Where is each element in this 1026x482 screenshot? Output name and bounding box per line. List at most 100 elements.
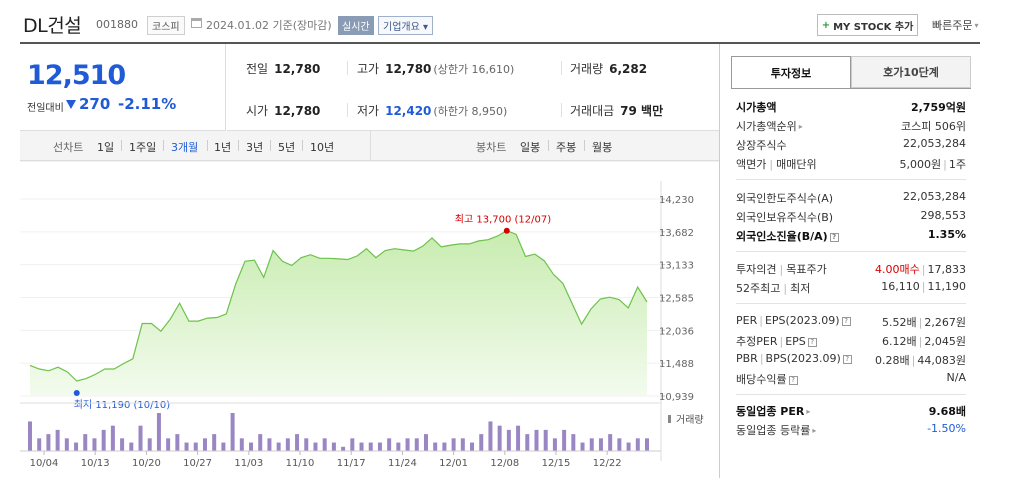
volume-bar: [479, 434, 484, 451]
info-label: 외국인한도주식수(A): [736, 192, 834, 205]
divider: [561, 61, 562, 75]
x-tick-label: 10/27: [183, 458, 212, 469]
info-label: PBR | BPS(2023.09)?: [736, 352, 852, 365]
chart-tabs: 선차트 1일 1주일 3개월 1년 3년 5년 10년 봉차트 일봉 주봉 월봉: [20, 131, 719, 161]
divider: [238, 140, 239, 151]
stat-label: 거래량: [570, 62, 604, 76]
help-icon[interactable]: ?: [829, 233, 839, 242]
stat-volume: 거래량 6,282: [570, 60, 647, 77]
divider: [302, 140, 303, 151]
volume-bar: [101, 429, 106, 451]
info-row-per: PER | EPS(2023.09)? 5.52배 | 2,267원: [736, 314, 966, 332]
quick-order-link[interactable]: 빠른주문 ▾: [932, 17, 979, 33]
volume-bar: [37, 438, 42, 451]
company-name: DL건설: [23, 15, 82, 37]
divider: [347, 61, 348, 75]
volume-bar: [28, 421, 32, 451]
price-chart[interactable]: 14,230 13,682 13,133 12,585 12,036 11,488 10,9…: [20, 160, 719, 478]
company-info-label: 기업개요: [383, 22, 420, 33]
info-label: 외국인소진율(B/A)?: [736, 228, 839, 244]
volume-bar: [414, 438, 419, 451]
volume-bar: [626, 442, 631, 451]
down-triangle-icon: [66, 100, 76, 109]
tab-period-1w[interactable]: 1주일: [129, 141, 157, 154]
volume-bar: [442, 442, 447, 451]
volume-bar: [258, 434, 263, 451]
help-icon[interactable]: ?: [788, 376, 798, 385]
stat-low: 저가 12,420 (하한가 8,950): [357, 102, 507, 119]
price-summary: 12,510 전일대비 270 -2.11%: [20, 44, 226, 131]
info-row-pbr: PBR | BPS(2023.09)? 0.28배 | 44,083원: [736, 352, 966, 370]
volume-bar: [645, 438, 649, 451]
x-tick-label: 10/13: [81, 458, 110, 469]
tab-period-5y[interactable]: 5년: [278, 141, 296, 154]
y-tick-label: 10,939: [659, 392, 694, 403]
divider: [736, 303, 966, 304]
volume-bar: [221, 442, 226, 451]
volume-bar: [598, 438, 603, 451]
volume-bar: [295, 434, 300, 451]
divider: [370, 131, 371, 161]
x-tick-label: 11/24: [388, 458, 417, 469]
info-value: 5,000원 | 1주: [899, 158, 966, 171]
info-row-opinion: 투자의견 | 목표주가 4.00매수 | 17,833: [736, 261, 966, 279]
stat-high: 고가 12,780 (상한가 16,610): [357, 60, 514, 77]
mystock-label: MY STOCK 추가: [833, 21, 914, 33]
volume-bar: [608, 434, 613, 451]
info-label: 시가총액: [736, 101, 777, 114]
tab-invest-info[interactable]: 투자정보: [731, 56, 851, 88]
volume-bar: [635, 438, 640, 451]
volume-legend-swatch: [668, 415, 671, 423]
tab-candle-month[interactable]: 월봉: [592, 141, 613, 154]
x-tick-label: 11/17: [337, 458, 366, 469]
tab-period-3y[interactable]: 3년: [246, 141, 264, 154]
add-mystock-button[interactable]: + MY STOCK 추가: [817, 14, 918, 36]
volume-bar: [129, 442, 134, 451]
divider: [163, 140, 164, 151]
stock-header: DL건설 001880 코스피 2024.01.02 기준(장마감) 실시간 기…: [0, 0, 1026, 44]
volume-bar: [460, 438, 465, 451]
quick-order-label: 빠른주문: [932, 19, 973, 32]
volume-bar: [147, 438, 152, 451]
tab-period-1d[interactable]: 1일: [97, 141, 115, 154]
chevron-down-icon: ▾: [423, 22, 429, 33]
volume-bar: [285, 438, 290, 451]
volume-bar: [322, 438, 327, 451]
volume-bar: [405, 438, 410, 451]
y-tick-label: 12,585: [659, 294, 694, 305]
help-icon[interactable]: ?: [841, 317, 851, 326]
x-tick-label: 12/08: [490, 458, 519, 469]
info-label: 동일업종 PER ▸: [736, 405, 811, 418]
info-row-sector-rate[interactable]: 동일업종 등락률 ▸ -1.50%: [736, 422, 966, 440]
volume-bar: [230, 413, 235, 451]
info-value: 2,759억원: [910, 101, 966, 114]
volume-bar: [184, 442, 189, 451]
y-tick-label: 11,488: [659, 359, 694, 370]
info-row-rank[interactable]: 시가총액순위 ▸ 코스피 506위: [736, 118, 966, 136]
tab-candle-day[interactable]: 일봉: [520, 141, 541, 154]
info-row-par: 액면가 | 매매단위 5,000원 | 1주: [736, 156, 966, 174]
volume-bar: [543, 429, 548, 451]
info-row-est-per: 추정PER | EPS? 6.12배 | 2,045원: [736, 333, 966, 351]
help-icon[interactable]: ?: [807, 338, 817, 347]
help-icon[interactable]: ?: [842, 355, 852, 364]
tab-period-1y[interactable]: 1년: [214, 141, 232, 154]
calendar-icon: [191, 18, 202, 28]
tab-period-3m[interactable]: 3개월: [171, 141, 199, 154]
tab-period-10y[interactable]: 10년: [310, 141, 335, 154]
info-value: 22,053,284: [903, 190, 966, 203]
x-tick-label: 12/22: [593, 458, 622, 469]
company-info-dropdown[interactable]: 기업개요 ▾: [378, 16, 434, 35]
stat-value: 12,780: [385, 62, 432, 76]
divider: [270, 140, 271, 151]
realtime-button[interactable]: 실시간: [338, 16, 374, 35]
volume-bar: [387, 438, 392, 451]
tab-orderbook-10[interactable]: 호가10단계: [851, 56, 971, 88]
tab-candle-week[interactable]: 주봉: [556, 141, 577, 154]
info-row-sector-per[interactable]: 동일업종 PER ▸ 9.68배: [736, 403, 966, 421]
info-row-market-cap: 시가총액 2,759억원: [736, 99, 966, 117]
volume-bar: [110, 425, 115, 451]
volume-bar: [617, 438, 622, 451]
chevron-down-icon: ▾: [974, 21, 979, 30]
market-badge: 코스피: [147, 16, 185, 35]
